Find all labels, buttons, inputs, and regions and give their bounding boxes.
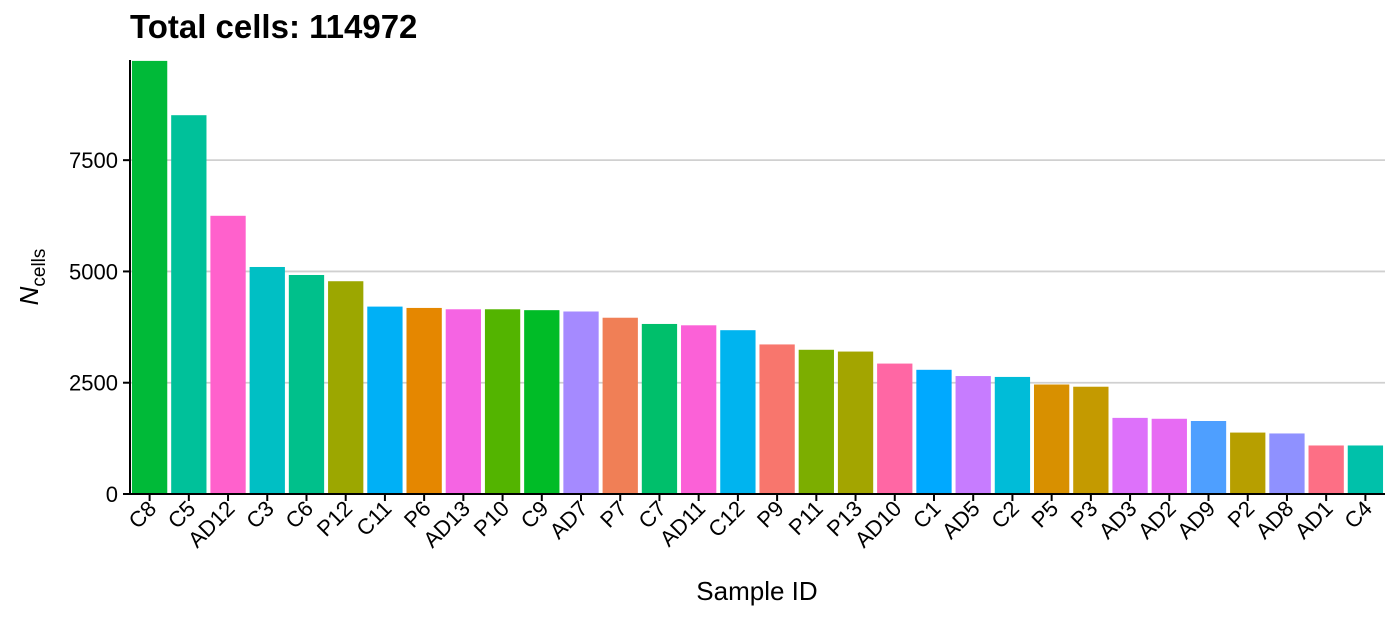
bar-c12 xyxy=(720,330,756,494)
bar-ad2 xyxy=(1151,418,1187,494)
bar-ad13 xyxy=(445,309,482,494)
x-tick-label: C2 xyxy=(986,496,1024,534)
bar-ad5 xyxy=(955,376,991,494)
y-tick-label: 5000 xyxy=(69,259,118,284)
x-tick-label: P12 xyxy=(312,496,357,541)
bar-ad10 xyxy=(877,363,913,494)
bar-c5 xyxy=(171,115,207,495)
bar-ad12 xyxy=(210,215,246,495)
x-tick-label: P7 xyxy=(595,496,632,533)
y-axis-title: Ncells xyxy=(14,249,50,306)
bar-c3 xyxy=(249,266,285,494)
x-tick-label: AD10 xyxy=(850,496,907,553)
x-tick-label: P9 xyxy=(752,496,789,533)
y-tick-label: 0 xyxy=(106,482,118,507)
x-tick-label: C4 xyxy=(1339,496,1377,534)
bar-p12 xyxy=(328,281,364,494)
axes xyxy=(129,60,1385,495)
bar-p6 xyxy=(406,307,442,494)
x-tick-label: C8 xyxy=(124,496,162,534)
x-axis-title: Sample ID xyxy=(696,576,817,606)
bar-ad1 xyxy=(1308,445,1344,494)
x-tick-label: AD5 xyxy=(937,496,985,544)
bar-p2 xyxy=(1230,432,1266,494)
x-tick-label: AD12 xyxy=(183,496,240,553)
x-tick-label: AD8 xyxy=(1251,496,1299,544)
x-tick-label: AD7 xyxy=(545,496,593,544)
bar-ad11 xyxy=(681,325,717,494)
bar-p3 xyxy=(1073,386,1109,494)
bar-c1 xyxy=(916,369,952,494)
y-tick-label: 2500 xyxy=(69,371,118,396)
bar-c9 xyxy=(524,310,560,494)
y-axis-title-main: N xyxy=(14,286,44,305)
y-ticks: 0 2500 5000 7500 xyxy=(69,148,130,507)
bar-c11 xyxy=(367,306,403,494)
bar-p11 xyxy=(798,349,834,494)
bar-ad3 xyxy=(1112,417,1148,494)
bar-c8 xyxy=(131,60,168,494)
bar-ad8 xyxy=(1269,433,1305,494)
y-tick-label: 7500 xyxy=(69,148,118,173)
bar-p10 xyxy=(484,309,521,494)
bar-c6 xyxy=(288,274,325,494)
x-tick-label: P5 xyxy=(1026,496,1063,533)
x-tick-label: AD1 xyxy=(1290,496,1338,544)
bar-p13 xyxy=(837,351,874,494)
x-tick-label: P11 xyxy=(784,496,828,540)
bar-c7 xyxy=(641,323,678,494)
x-tick-label: C12 xyxy=(703,496,749,542)
bar-ad7 xyxy=(563,311,599,494)
y-axis-title-subscript: cells xyxy=(29,249,50,287)
x-tick-label: C11 xyxy=(351,496,396,541)
bar-p9 xyxy=(759,344,795,494)
x-tick-label: AD11 xyxy=(655,496,710,551)
x-tick-label: AD2 xyxy=(1133,496,1181,544)
bar-p5 xyxy=(1033,384,1070,494)
bars xyxy=(131,60,1384,495)
chart-title: Total cells: 114972 xyxy=(130,8,417,45)
x-tick-label: AD13 xyxy=(418,496,475,553)
x-tick-label: AD9 xyxy=(1172,496,1220,544)
bar-c4 xyxy=(1347,445,1384,494)
x-tick-label: P10 xyxy=(469,496,514,541)
x-tick-label: C3 xyxy=(241,496,279,534)
bar-p7 xyxy=(602,317,638,494)
x-tick-label: AD3 xyxy=(1094,496,1142,544)
bar-c2 xyxy=(994,376,1031,494)
x-tick-label: C6 xyxy=(280,496,318,534)
bar-ad9 xyxy=(1190,420,1227,494)
